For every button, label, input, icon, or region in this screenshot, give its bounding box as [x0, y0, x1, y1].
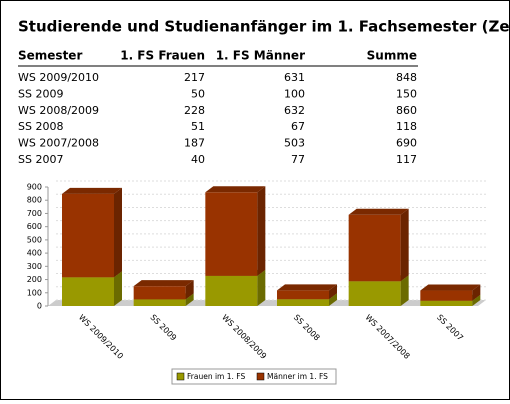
bar [420, 290, 473, 301]
table-cell: 217 [184, 71, 205, 84]
bar-top [62, 187, 122, 194]
bar-top [348, 208, 409, 215]
bar [348, 281, 401, 306]
bar [62, 277, 114, 306]
legend [171, 368, 337, 385]
title: Studierende und Studienanfänger im 1. Fa… [18, 18, 510, 36]
table-cell: WS 2008/2009 [18, 104, 99, 117]
bar [133, 286, 186, 300]
table-cell: 100 [284, 87, 305, 100]
table-cell: SS 2008 [18, 120, 63, 133]
table-cell: SS 2009 [18, 87, 63, 100]
y-tick-label: 0 [37, 302, 42, 311]
bar [133, 299, 186, 306]
y-tick-label: 300 [27, 262, 42, 271]
bar-side [400, 208, 409, 282]
y-tick-label: 200 [27, 275, 42, 284]
bar-side [185, 293, 194, 306]
y-tick-label: 600 [27, 222, 42, 231]
table-cell: 40 [191, 153, 205, 166]
y-tick-label: 100 [27, 288, 42, 297]
bar-side [472, 294, 481, 306]
y-tick-label: 700 [27, 209, 42, 218]
bar [205, 192, 258, 276]
table-cell: 631 [284, 71, 305, 84]
table-header: Semester [18, 49, 82, 63]
table-cell: 860 [396, 104, 417, 117]
table-cell: 228 [184, 104, 205, 117]
legend-swatch [176, 372, 185, 381]
table-cell: 848 [396, 71, 417, 84]
bar [348, 214, 401, 282]
bar-top [420, 284, 481, 291]
bar-side [329, 293, 337, 306]
bar [62, 193, 114, 278]
table-cell: 77 [291, 153, 305, 166]
bar [277, 299, 329, 306]
table-cell: 50 [191, 87, 205, 100]
table-cell: 632 [284, 104, 305, 117]
bar-side [114, 271, 122, 306]
table-cell: WS 2009/2010 [18, 71, 99, 84]
bar-side [472, 284, 481, 301]
table-cell: 118 [396, 120, 417, 133]
y-tick-label: 800 [27, 196, 42, 205]
legend-swatch [256, 372, 265, 381]
legend-label: Frauen im 1. FS [187, 372, 245, 381]
table-header: 1. FS Frauen [120, 49, 205, 63]
table-cell: WS 2007/2008 [18, 137, 99, 150]
bar-top [277, 284, 337, 291]
table-cell: 150 [396, 87, 417, 100]
bar-side [114, 187, 122, 278]
y-tick-label: 400 [27, 249, 42, 258]
bar-side [257, 186, 266, 276]
table-cell: 503 [284, 137, 305, 150]
bar [420, 300, 473, 306]
bar-top [205, 186, 266, 193]
table-cell: 690 [396, 137, 417, 150]
table-cell: 187 [184, 137, 205, 150]
table-cell: 51 [191, 120, 205, 133]
legend-label: Männer im 1. FS [267, 372, 328, 381]
table-cell: 67 [291, 120, 305, 133]
bar-side [329, 284, 337, 300]
bar-top [133, 280, 194, 287]
y-tick-label: 900 [27, 183, 42, 192]
bar-side [185, 280, 194, 300]
table-header: Summe [367, 49, 417, 63]
bar-side [400, 275, 409, 306]
table-header: 1. FS Männer [216, 49, 305, 63]
bar [277, 290, 329, 300]
table-cell: SS 2007 [18, 153, 63, 166]
table-cell: 117 [396, 153, 417, 166]
bar [205, 275, 258, 306]
bar-side [257, 269, 266, 306]
y-tick-label: 500 [27, 235, 42, 244]
